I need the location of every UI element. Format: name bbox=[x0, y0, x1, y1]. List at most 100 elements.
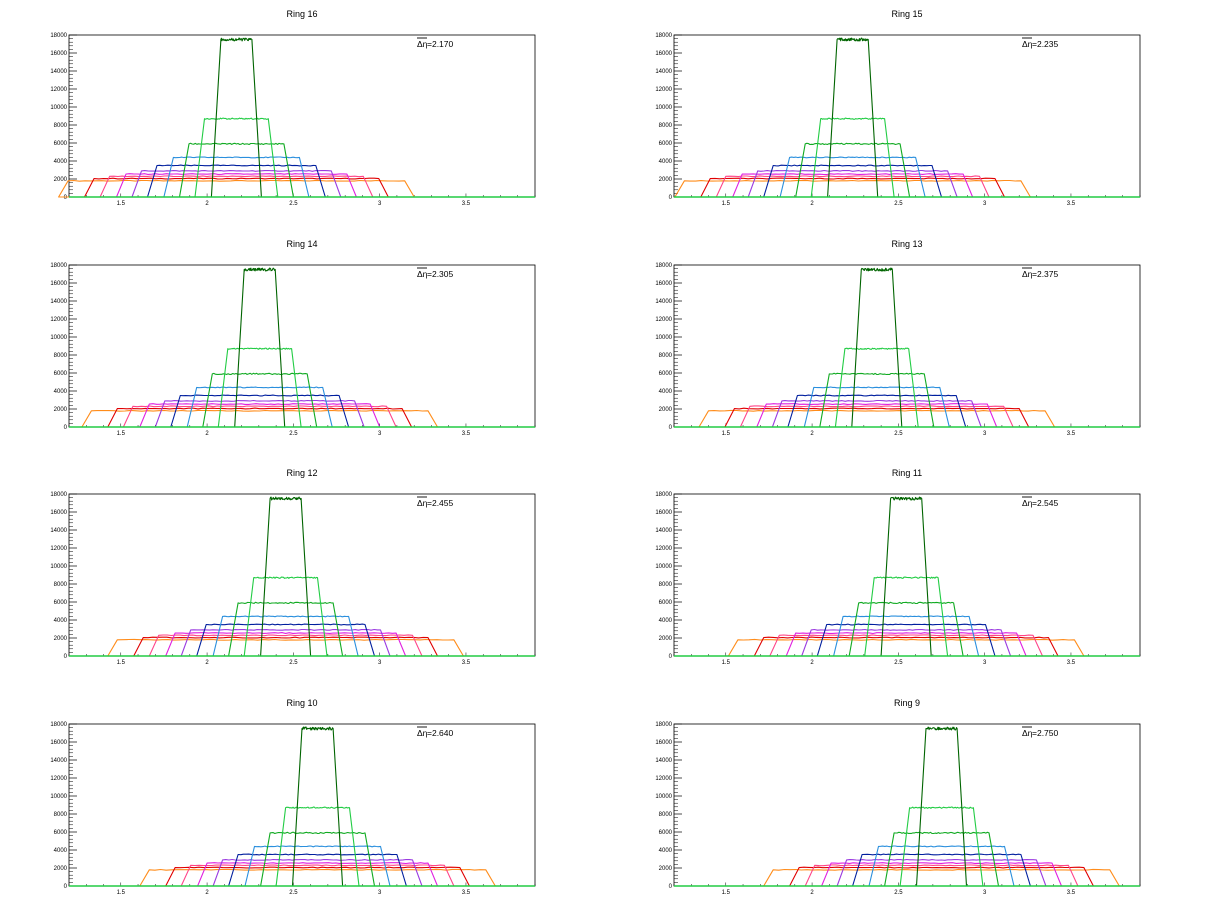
x-tick-label: 1.5 bbox=[117, 431, 126, 437]
series-line bbox=[674, 347, 1140, 428]
series-line bbox=[69, 142, 535, 198]
y-tick-label: 18000 bbox=[655, 33, 672, 39]
series-line bbox=[69, 632, 535, 657]
x-tick-label: 3.5 bbox=[462, 660, 471, 666]
y-tick-label: 6000 bbox=[54, 371, 68, 377]
chart-panel: Ring 13 0 2000 4000 6000 8000 10000 12000 14000 1… bbox=[605, 230, 1210, 459]
x-tick-label: 2 bbox=[205, 660, 209, 666]
series-line bbox=[674, 164, 1140, 198]
series-line bbox=[69, 347, 535, 428]
series-line bbox=[674, 117, 1140, 198]
x-tick-label: 3 bbox=[983, 431, 987, 437]
series-line bbox=[674, 385, 1140, 428]
series-line bbox=[674, 863, 1140, 887]
y-tick-label: 0 bbox=[669, 425, 673, 431]
y-tick-label: 0 bbox=[64, 195, 68, 201]
series-line bbox=[674, 404, 1140, 428]
y-tick-label: 16000 bbox=[655, 510, 672, 516]
y-tick-label: 16000 bbox=[50, 740, 67, 746]
series-line bbox=[674, 861, 1140, 887]
y-tick-label: 14000 bbox=[50, 69, 67, 75]
x-tick-label: 1.5 bbox=[117, 890, 126, 896]
y-tick-label: 18000 bbox=[50, 492, 67, 498]
series-line bbox=[69, 496, 535, 657]
x-tick-label: 2 bbox=[205, 431, 209, 437]
x-tick-label: 2.5 bbox=[894, 201, 903, 207]
series-line bbox=[674, 156, 1140, 198]
series-line bbox=[674, 179, 1140, 198]
y-tick-label: 6000 bbox=[54, 830, 68, 836]
x-tick-label: 2.5 bbox=[289, 201, 298, 207]
y-tick-label: 6000 bbox=[659, 830, 673, 836]
series-line bbox=[674, 868, 1140, 887]
series-line bbox=[69, 853, 535, 887]
series-line bbox=[674, 601, 1140, 657]
annotation-symbol: Δη bbox=[1022, 269, 1033, 279]
x-tick-label: 3.5 bbox=[462, 431, 471, 437]
series-line bbox=[69, 173, 535, 198]
series-line bbox=[674, 638, 1140, 657]
series-line bbox=[69, 385, 535, 428]
chart-title: Ring 11 bbox=[892, 468, 922, 478]
series-line bbox=[69, 576, 535, 657]
annotation-value: =2.455 bbox=[427, 498, 454, 508]
x-tick-label: 1.5 bbox=[722, 660, 731, 666]
y-tick-label: 4000 bbox=[54, 159, 68, 165]
series-line bbox=[674, 628, 1140, 657]
y-tick-label: 12000 bbox=[655, 317, 672, 323]
chart-panel: Ring 15 0 2000 4000 6000 8000 10000 12000 14000 1… bbox=[605, 0, 1210, 229]
chart-svg: Ring 12 0 2000 4000 6000 8000 10000 12000 14000 1… bbox=[50, 468, 536, 666]
series-line bbox=[674, 576, 1140, 657]
series-line bbox=[69, 117, 535, 198]
series-line bbox=[69, 394, 535, 428]
series-line bbox=[69, 177, 535, 198]
chart-panel: Ring 12 0 2000 4000 6000 8000 10000 12000 14000 1… bbox=[0, 459, 605, 688]
series-line bbox=[69, 372, 535, 428]
plot-frame bbox=[673, 34, 1141, 198]
series-line bbox=[69, 858, 535, 887]
series-line bbox=[674, 726, 1140, 887]
chart-svg: Ring 15 0 2000 4000 6000 8000 10000 12000 14000 1… bbox=[655, 9, 1141, 207]
y-tick-label: 6000 bbox=[659, 371, 673, 377]
series-line bbox=[69, 267, 535, 428]
y-tick-label: 4000 bbox=[659, 848, 673, 854]
y-tick-label: 6000 bbox=[659, 600, 673, 606]
annotation-symbol: Δη bbox=[1022, 728, 1033, 738]
y-tick-label: 2000 bbox=[54, 177, 68, 183]
annotation-value: =2.305 bbox=[427, 269, 454, 279]
y-tick-label: 10000 bbox=[655, 794, 672, 800]
x-tick-label: 3.5 bbox=[462, 201, 471, 207]
x-tick-label: 3.5 bbox=[1067, 201, 1076, 207]
series-line bbox=[674, 175, 1140, 198]
y-tick-label: 8000 bbox=[54, 582, 68, 588]
series-line bbox=[674, 636, 1140, 657]
x-tick-label: 3 bbox=[983, 890, 987, 896]
chart-svg: Ring 9 0 2000 4000 6000 8000 10000 12000 14000 16… bbox=[655, 698, 1141, 896]
y-tick-label: 14000 bbox=[655, 528, 672, 534]
y-tick-label: 4000 bbox=[659, 389, 673, 395]
annotation-value: =2.375 bbox=[1032, 269, 1059, 279]
y-tick-label: 0 bbox=[64, 884, 68, 890]
series-line bbox=[69, 628, 535, 657]
y-tick-label: 2000 bbox=[54, 866, 68, 872]
y-tick-label: 8000 bbox=[659, 812, 673, 818]
chart-title: Ring 13 bbox=[891, 239, 922, 249]
y-tick-label: 18000 bbox=[50, 722, 67, 728]
y-tick-label: 16000 bbox=[50, 510, 67, 516]
x-tick-label: 2.5 bbox=[894, 660, 903, 666]
x-tick-label: 3 bbox=[378, 431, 382, 437]
y-tick-label: 0 bbox=[64, 425, 68, 431]
y-tick-label: 10000 bbox=[50, 564, 67, 570]
series-line bbox=[674, 623, 1140, 657]
y-tick-label: 4000 bbox=[54, 848, 68, 854]
y-tick-label: 18000 bbox=[50, 33, 67, 39]
y-tick-label: 14000 bbox=[655, 69, 672, 75]
annotation-symbol: Δη bbox=[1022, 498, 1033, 508]
series-line bbox=[69, 164, 535, 198]
x-tick-label: 1.5 bbox=[722, 890, 731, 896]
y-tick-label: 2000 bbox=[54, 636, 68, 642]
chart-title: Ring 15 bbox=[891, 9, 922, 19]
annotation-value: =2.235 bbox=[1032, 39, 1059, 49]
x-tick-label: 3.5 bbox=[462, 890, 471, 896]
y-tick-label: 12000 bbox=[50, 776, 67, 782]
